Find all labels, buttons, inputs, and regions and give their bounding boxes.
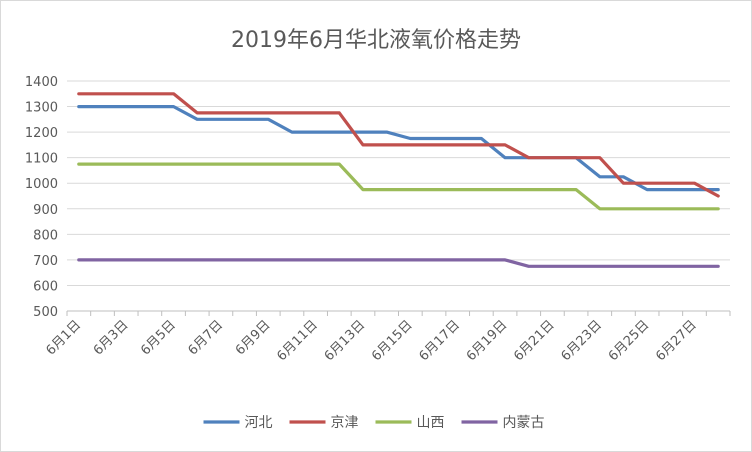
series-line-3	[77, 258, 720, 268]
x-tick-label: 6月7日	[186, 318, 227, 359]
x-tick-label: 6月9日	[233, 318, 274, 359]
x-tick-label: 6月17日	[416, 318, 463, 365]
y-tick-label: 500	[33, 305, 58, 320]
y-tick-label: 600	[33, 279, 58, 294]
x-tick-label: 6月19日	[464, 318, 511, 365]
gridlines	[67, 80, 730, 312]
legend-label: 内蒙古	[503, 415, 545, 431]
x-tick-label: 6月27日	[653, 318, 700, 365]
series-lines	[77, 92, 720, 268]
legend-label: 河北	[245, 415, 273, 431]
y-tick-label: 1300	[25, 101, 58, 116]
x-tick-label: 6月25日	[606, 318, 653, 365]
series-line-0	[77, 104, 720, 192]
y-tick-label: 1200	[25, 126, 58, 141]
x-tick-label: 6月11日	[274, 318, 321, 365]
y-tick-label: 1000	[25, 177, 58, 192]
chart-title: 2019年6月华北液氧价格走势	[231, 28, 521, 53]
x-tick-label: 6月1日	[43, 318, 84, 359]
y-tick-label: 900	[33, 203, 58, 218]
legend: 河北 京津 山西 内蒙古	[203, 415, 545, 431]
series-line-1	[77, 92, 720, 198]
legend-label: 山西	[417, 415, 445, 431]
series-line-2	[77, 162, 720, 211]
legend-label: 京津	[331, 415, 359, 431]
y-tick-label: 1400	[25, 75, 58, 90]
y-tick-label: 700	[33, 254, 58, 269]
x-tick-label: 6月21日	[511, 318, 558, 365]
x-tick-label: 6月23日	[559, 318, 606, 365]
x-tick-label: 6月5日	[138, 318, 179, 359]
y-tick-label: 1100	[25, 152, 58, 167]
x-tick-label: 6月13日	[322, 318, 369, 365]
x-tick-label: 6月3日	[91, 318, 132, 359]
x-tick-label: 6月15日	[369, 318, 416, 365]
y-tick-label: 800	[33, 228, 58, 243]
